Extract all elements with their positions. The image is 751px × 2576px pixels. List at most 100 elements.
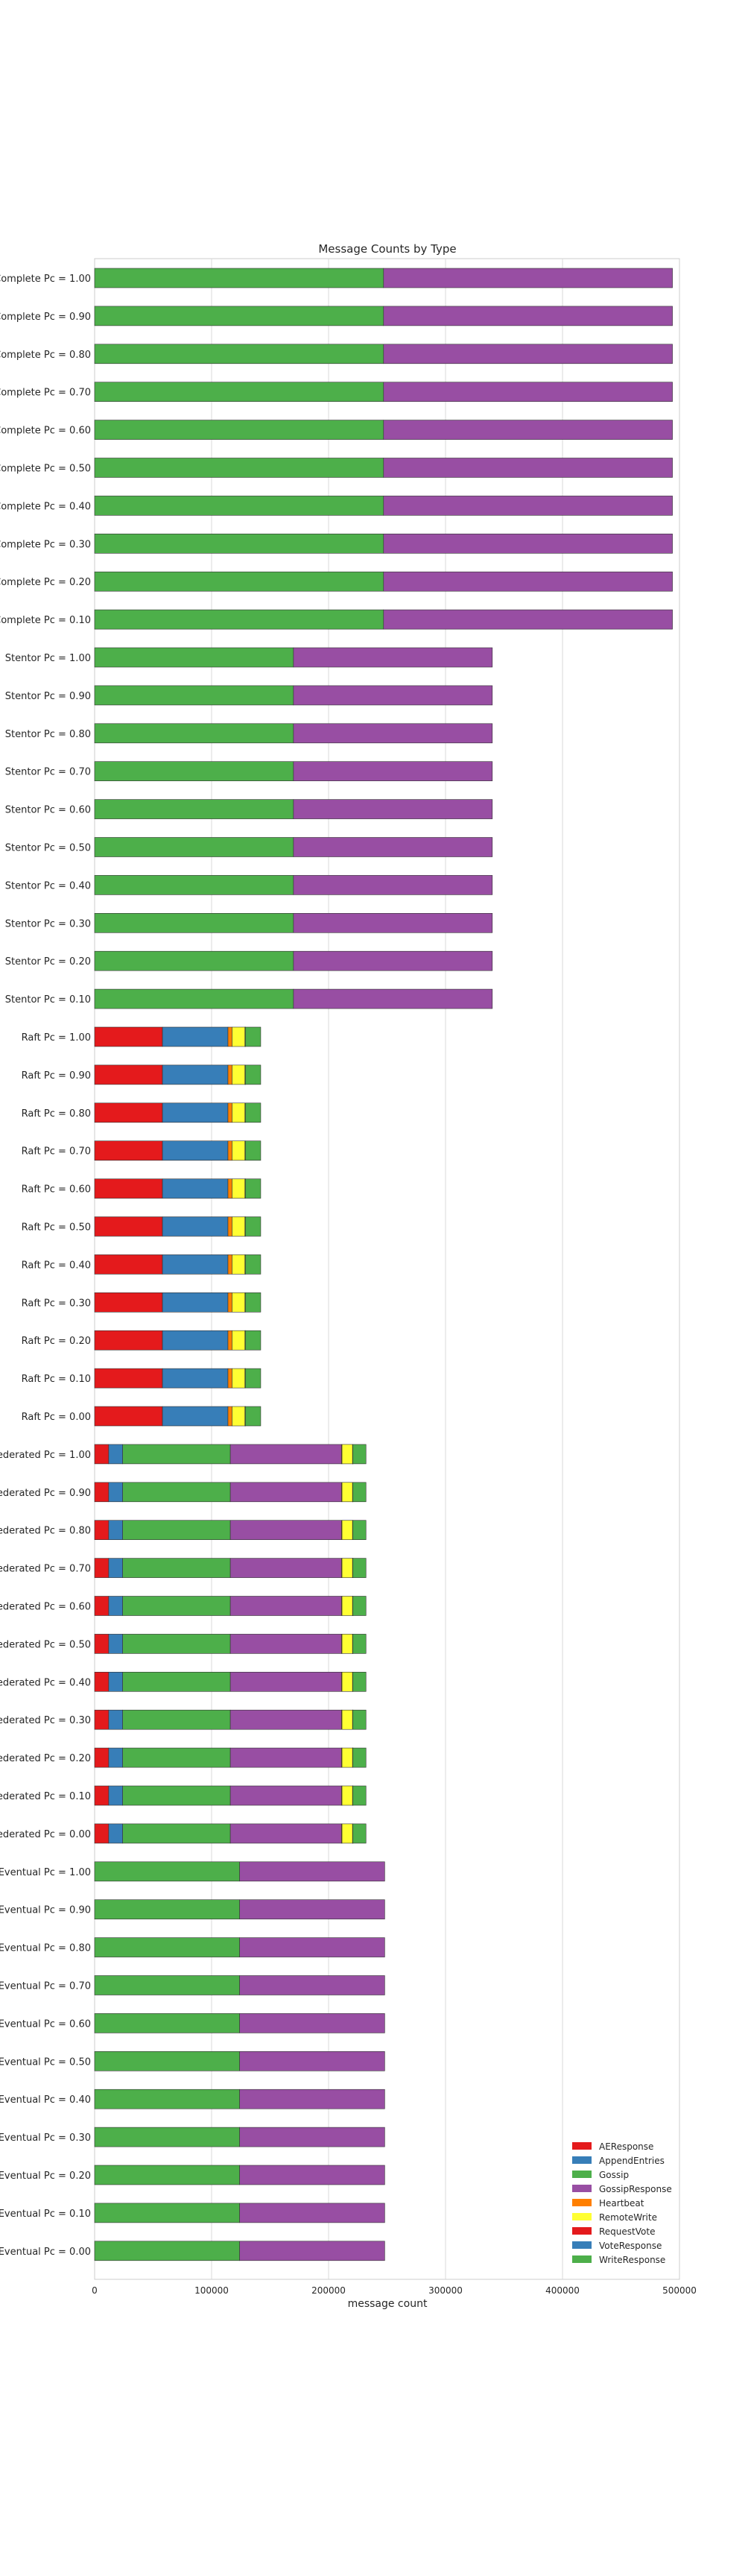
y-tick-label: Eventual Pc = 0.30 xyxy=(0,2133,91,2144)
bar-segment-aeresponse xyxy=(94,1444,110,1465)
legend: AEResponse AppendEntries Gossip GossipRespo… xyxy=(572,2141,672,2265)
y-tick-label: Federated Pc = 0.20 xyxy=(0,1753,91,1764)
bar-segment-gossip xyxy=(94,533,384,554)
bar-segment-heartbeat xyxy=(227,1254,232,1275)
y-tick-label: Complete Pc = 0.20 xyxy=(0,577,91,588)
x-tick-label: 500000 xyxy=(662,2285,697,2296)
bar-segment-gossip xyxy=(94,571,384,592)
bar-segment-gossipresponse xyxy=(383,382,673,402)
legend-swatch xyxy=(572,2156,592,2164)
y-tick-label: Complete Pc = 0.70 xyxy=(0,388,91,399)
bar-segment-gossip xyxy=(94,1861,240,1882)
bar-segment-remotewrite xyxy=(232,1292,246,1313)
bar-segment-gossip xyxy=(94,723,294,744)
bar-segment-gossip xyxy=(94,685,294,706)
bar-segment-appendentries xyxy=(162,1292,229,1313)
bar-segment-gossip xyxy=(122,1672,231,1692)
bar-segment-remotewrite xyxy=(232,1330,246,1351)
bar-segment-remotewrite xyxy=(232,1216,246,1237)
bar-segment-appendentries xyxy=(108,1672,123,1692)
legend-label: RequestVote xyxy=(599,2226,655,2237)
bar-segment-gossipresponse xyxy=(229,1785,342,1806)
bar-segment-gossipresponse xyxy=(229,1747,342,1768)
y-tick-label: Raft Pc = 0.40 xyxy=(22,1260,91,1271)
legend-swatch xyxy=(572,2213,592,2220)
bar-segment-appendentries xyxy=(108,1709,123,1730)
bar-segment-gossip xyxy=(94,799,294,819)
bar-segment-gossipresponse xyxy=(383,609,673,630)
bar-segment-gossipresponse xyxy=(229,1672,342,1692)
y-tick-label: Federated Pc = 0.60 xyxy=(0,1602,91,1613)
x-tick-label: 300000 xyxy=(428,2285,463,2296)
bar-segment-gossipresponse xyxy=(383,458,673,478)
bar-segment-gossipresponse xyxy=(293,685,493,706)
legend-label: RemoteWrite xyxy=(599,2212,657,2223)
legend-label: AEResponse xyxy=(599,2141,653,2152)
legend-swatch xyxy=(572,2227,592,2235)
bar-segment-appendentries xyxy=(108,1596,123,1616)
bar-segment-gossipresponse xyxy=(229,1709,342,1730)
chart-title: Message Counts by Type xyxy=(318,242,456,256)
x-tick-label: 100000 xyxy=(194,2285,229,2296)
bar-segment-writeresponse xyxy=(245,1140,262,1161)
bar-segment-heartbeat xyxy=(227,1330,232,1351)
bar-segment-gossipresponse xyxy=(293,761,493,782)
bar-segment-appendentries xyxy=(108,1747,123,1768)
bar-segment-aeresponse xyxy=(94,1482,110,1503)
bar-segment-heartbeat xyxy=(227,1026,232,1047)
bar-segment-writeresponse xyxy=(245,1178,262,1199)
bar-segment-remotewrite xyxy=(341,1709,353,1730)
bar-segment-remotewrite xyxy=(341,1672,353,1692)
bar-segment-gossipresponse xyxy=(239,2241,385,2261)
bar-segment-gossip xyxy=(94,382,384,402)
bar-segment-writeresponse xyxy=(352,1823,367,1844)
bar-segment-gossipresponse xyxy=(239,1899,385,1919)
bar-segment-writeresponse xyxy=(352,1672,367,1692)
bar-segment-gossipresponse xyxy=(293,723,493,744)
bar-segment-writeresponse xyxy=(245,1330,262,1351)
bar-segment-appendentries xyxy=(162,1406,229,1427)
bar-segment-gossip xyxy=(94,2127,240,2147)
bar-segment-appendentries xyxy=(162,1330,229,1351)
bar-segment-writeresponse xyxy=(352,1785,367,1806)
y-tick-label: Federated Pc = 0.10 xyxy=(0,1791,91,1802)
legend-label: AppendEntries xyxy=(599,2156,665,2166)
legend-label: WriteResponse xyxy=(599,2255,665,2265)
y-tick-label: Raft Pc = 0.30 xyxy=(22,1298,91,1309)
bar-segment-appendentries xyxy=(162,1178,229,1199)
legend-swatch xyxy=(572,2255,592,2263)
bar-segment-gossip xyxy=(94,913,294,933)
bar-segment-aeresponse xyxy=(94,1406,163,1427)
legend-swatch xyxy=(572,2199,592,2206)
bar-segment-heartbeat xyxy=(227,1178,232,1199)
bar-segment-heartbeat xyxy=(227,1216,232,1237)
bar-segment-appendentries xyxy=(162,1064,229,1085)
bar-segment-gossip xyxy=(94,1937,240,1957)
bar-segment-gossipresponse xyxy=(293,647,493,668)
bar-segment-aeresponse xyxy=(94,1596,110,1616)
bar-segment-aeresponse xyxy=(94,1178,163,1199)
bar-segment-appendentries xyxy=(108,1785,123,1806)
y-tick-label: Eventual Pc = 0.20 xyxy=(0,2171,91,2182)
bar-segment-gossip xyxy=(122,1444,231,1465)
bar-segment-remotewrite xyxy=(341,1444,353,1465)
bar-segment-aeresponse xyxy=(94,1330,163,1351)
bar-segment-gossip xyxy=(94,1975,240,1995)
y-tick-label: Raft Pc = 1.00 xyxy=(22,1032,91,1044)
bar-segment-gossip xyxy=(94,268,384,288)
bar-segment-remotewrite xyxy=(232,1026,246,1047)
y-tick-label: Federated Pc = 0.90 xyxy=(0,1488,91,1499)
bar-segment-writeresponse xyxy=(352,1709,367,1730)
y-tick-label: Eventual Pc = 0.80 xyxy=(0,1943,91,1954)
bar-segment-gossip xyxy=(94,420,384,440)
bar-segment-aeresponse xyxy=(94,1747,110,1768)
bar-segment-appendentries xyxy=(108,1444,123,1465)
bar-segment-heartbeat xyxy=(227,1140,232,1161)
legend-label: VoteResponse xyxy=(599,2241,662,2251)
bar-segment-gossipresponse xyxy=(229,1823,342,1844)
bar-segment-gossip xyxy=(94,2165,240,2185)
y-tick-label: Complete Pc = 0.60 xyxy=(0,426,91,437)
bar-segment-appendentries xyxy=(108,1558,123,1578)
bar-segment-gossipresponse xyxy=(229,1558,342,1578)
bar-segment-remotewrite xyxy=(232,1406,246,1427)
